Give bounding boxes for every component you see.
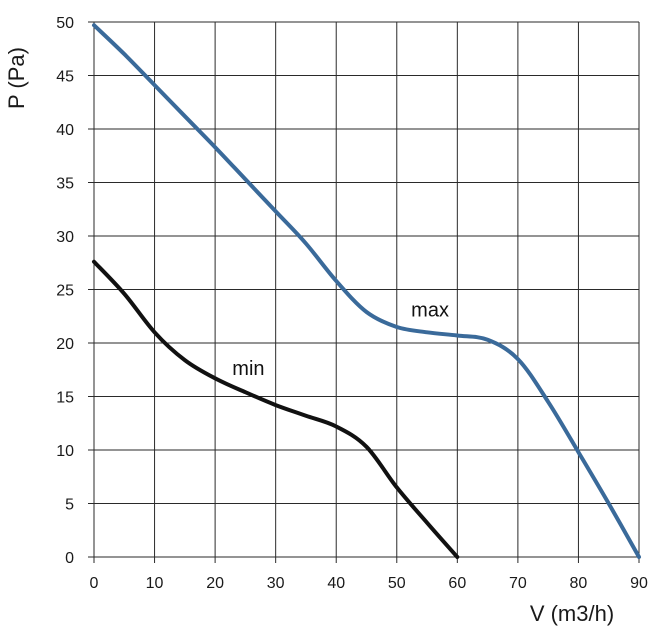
x-tick-label: 30 (267, 575, 285, 592)
x-tick-label: 0 (90, 575, 99, 592)
tick-labels: 0 10 20 30 40 50 60 70 80 90 0 5 10 15 20 25 30 35 40 45 50 (56, 15, 648, 592)
x-tick-label: 40 (327, 575, 345, 592)
series-labels: max min (232, 299, 449, 380)
y-axis-title: P (Pa) (4, 47, 29, 109)
x-tick-label: 10 (146, 575, 164, 592)
series-max-line (92, 23, 641, 559)
y-tick-label: 15 (56, 390, 74, 407)
y-tick-label: 20 (56, 336, 74, 353)
series-lines (92, 23, 641, 559)
y-tick-label: 25 (56, 283, 74, 300)
y-tick-label: 40 (56, 122, 74, 139)
x-tick-label: 20 (206, 575, 224, 592)
y-tick-label: 30 (56, 229, 74, 246)
series-max-label: max (411, 299, 449, 321)
x-tick-label: 60 (448, 575, 466, 592)
x-axis-title: V (m3/h) (530, 601, 614, 626)
series-min-label: min (232, 358, 264, 380)
x-tick-label: 70 (509, 575, 527, 592)
y-tick-label: 0 (65, 550, 74, 567)
y-tick-label: 45 (56, 69, 74, 86)
y-tick-label: 5 (65, 497, 74, 514)
x-tick-label: 50 (388, 575, 406, 592)
grid (88, 21, 640, 563)
y-tick-label: 50 (56, 15, 74, 32)
x-tick-label: 90 (630, 575, 648, 592)
y-tick-label: 35 (56, 176, 74, 193)
series-min-line (92, 259, 460, 559)
x-tick-label: 80 (570, 575, 588, 592)
y-tick-label: 10 (56, 443, 74, 460)
